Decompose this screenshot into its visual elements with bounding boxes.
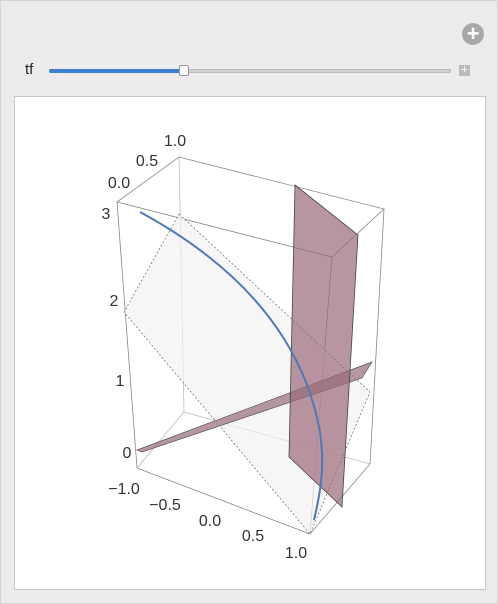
tick-label: 3 <box>102 206 111 223</box>
tick-label: 1.0 <box>164 133 186 150</box>
curve <box>139 211 324 521</box>
tick-label: 0.0 <box>199 513 221 530</box>
box-edge <box>116 201 138 469</box>
slider-fill <box>49 69 184 73</box>
vertical-plane <box>288 184 359 508</box>
plot-area: 1.0 0.5 0.0 3 2 1 0 −1.0 −0.5 0.0 0.5 1.… <box>14 96 486 590</box>
tick-label: 2 <box>110 293 119 310</box>
box-edge <box>136 467 311 535</box>
tick-label: 0.0 <box>108 175 130 192</box>
slider-thumb[interactable] <box>179 65 189 76</box>
tick-label: 0.5 <box>242 528 264 545</box>
tick-label: 1.0 <box>285 545 307 562</box>
plot-3d: 1.0 0.5 0.0 3 2 1 0 −1.0 −0.5 0.0 0.5 1.… <box>102 133 385 562</box>
control-label: tf <box>25 61 34 78</box>
box-edge <box>369 208 385 465</box>
tick-label: 1 <box>116 373 125 390</box>
tick-label: −0.5 <box>149 497 181 514</box>
expand-button[interactable]: + <box>459 65 470 76</box>
tick-label: 0.5 <box>136 153 158 170</box>
add-button[interactable]: + <box>462 23 484 45</box>
tick-label: −1.0 <box>108 481 140 498</box>
box-edge <box>136 411 185 469</box>
tick-label: 0 <box>123 445 132 462</box>
